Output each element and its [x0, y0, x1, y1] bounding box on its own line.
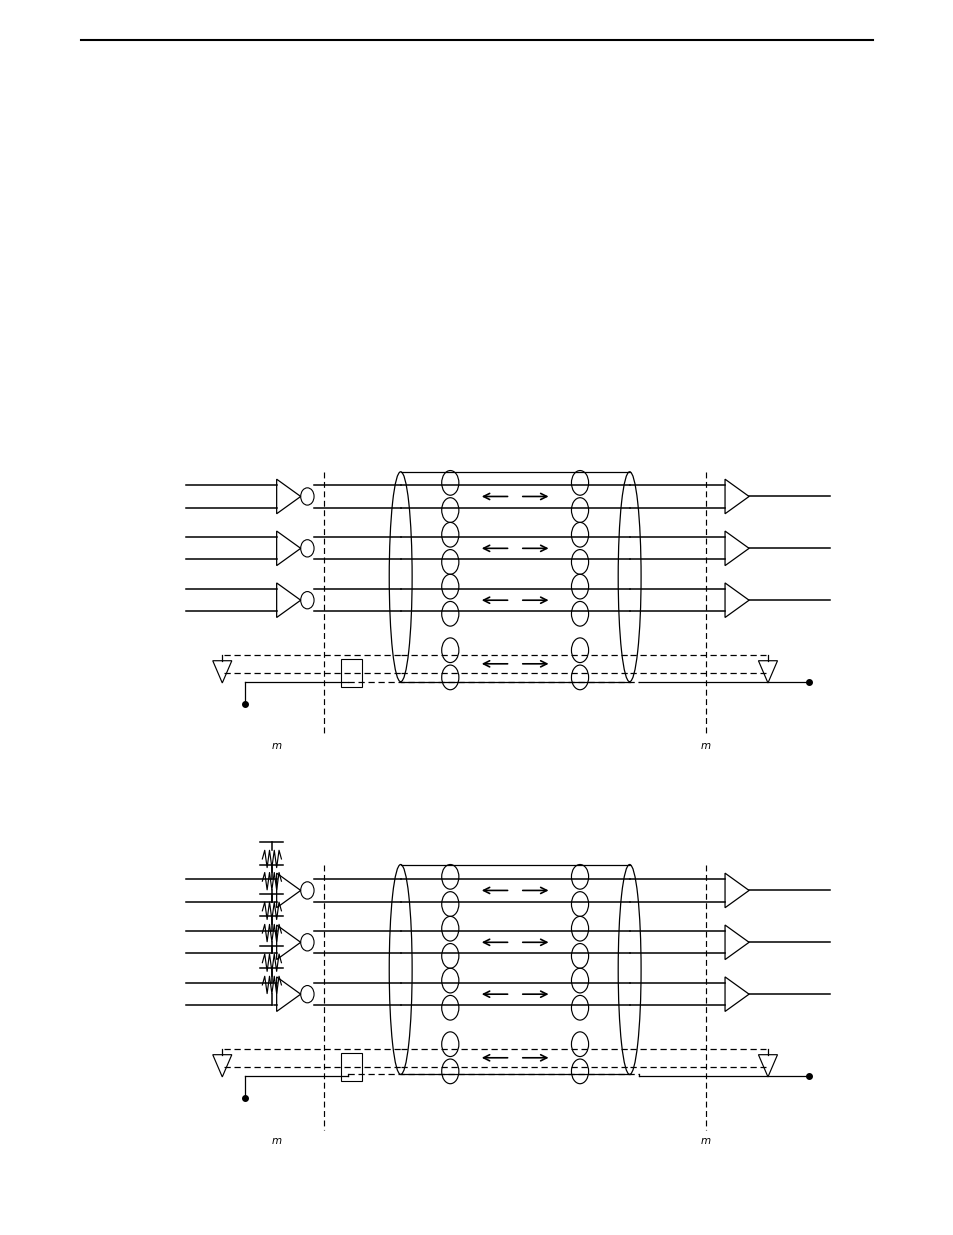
Bar — [340, 1053, 361, 1081]
Text: m: m — [272, 1136, 281, 1146]
Text: m: m — [700, 1136, 710, 1146]
Text: m: m — [700, 741, 710, 751]
Bar — [340, 659, 361, 687]
Text: m: m — [272, 741, 281, 751]
